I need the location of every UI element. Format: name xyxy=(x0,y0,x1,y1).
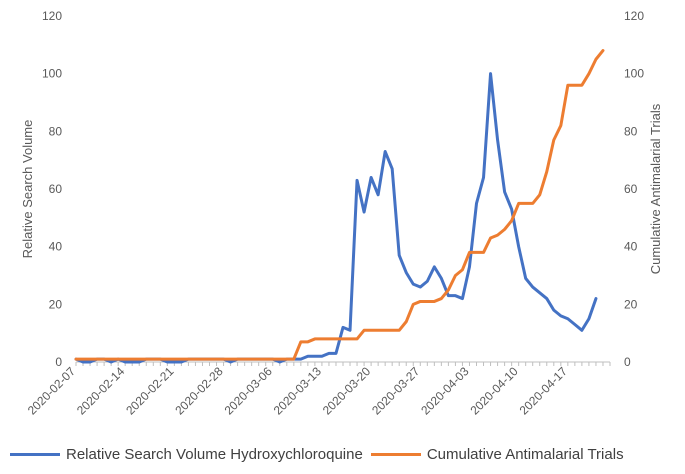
right-axis-ticks: 0 20 40 60 80 100 120 xyxy=(624,9,644,369)
y-axis-title: Relative Search Volume xyxy=(20,120,35,259)
series-line-hydroxychloroquine xyxy=(74,72,598,364)
y2-tick-label: 80 xyxy=(624,124,638,138)
x-tick-label: 2020-04-03 xyxy=(418,364,472,418)
y-tick-label: 40 xyxy=(49,240,63,254)
series-line-antimalarial-trials xyxy=(74,49,605,361)
legend-swatch-antimalarial-trials xyxy=(370,453,421,456)
y-tick-label: 120 xyxy=(42,9,62,23)
x-tick-label: 2020-02-07 xyxy=(25,364,79,418)
legend-swatch-hydroxychloroquine xyxy=(10,453,60,456)
legend-label-antimalarial-trials: Cumulative Antimalarial Trials xyxy=(426,446,624,463)
x-tick-label: 2020-03-13 xyxy=(271,364,325,418)
x-tick-label: 2020-02-21 xyxy=(123,364,177,418)
y-tick-label: 60 xyxy=(49,182,63,196)
left-axis-ticks: 0 20 40 60 80 100 120 xyxy=(42,9,62,369)
x-tick-label: 2020-03-27 xyxy=(369,364,423,418)
y2-tick-label: 0 xyxy=(624,355,631,369)
legend-label-hydroxychloroquine: Relative Search Volume Hydroxychloroquin… xyxy=(66,446,363,463)
x-tick-label: 2020-02-14 xyxy=(74,364,128,418)
x-tick-label: 2020-02-28 xyxy=(172,364,226,418)
y2-tick-label: 100 xyxy=(624,67,644,81)
x-axis-ticks: 2020-02-072020-02-142020-02-212020-02-28… xyxy=(25,362,611,418)
y2-tick-label: 20 xyxy=(624,297,638,311)
y-tick-label: 20 xyxy=(49,297,63,311)
y2-axis-title: Cumulative Antimalarial Trials xyxy=(648,103,663,274)
x-tick-label: 2020-03-06 xyxy=(222,364,276,418)
x-tick-label: 2020-04-17 xyxy=(517,364,571,418)
x-tick-label: 2020-03-20 xyxy=(320,364,374,418)
legend: Relative Search Volume Hydroxychloroquin… xyxy=(10,446,632,463)
y2-tick-label: 60 xyxy=(624,182,638,196)
legend-item-antimalarial-trials: Cumulative Antimalarial Trials xyxy=(370,446,624,463)
series-lines xyxy=(74,49,605,364)
y-tick-label: 0 xyxy=(55,355,62,369)
x-tick-label: 2020-04-10 xyxy=(467,364,521,418)
y2-tick-label: 40 xyxy=(624,240,638,254)
y-tick-label: 100 xyxy=(42,67,62,81)
y2-tick-label: 120 xyxy=(624,9,644,23)
y-tick-label: 80 xyxy=(49,124,63,138)
legend-item-hydroxychloroquine: Relative Search Volume Hydroxychloroquin… xyxy=(10,446,363,463)
